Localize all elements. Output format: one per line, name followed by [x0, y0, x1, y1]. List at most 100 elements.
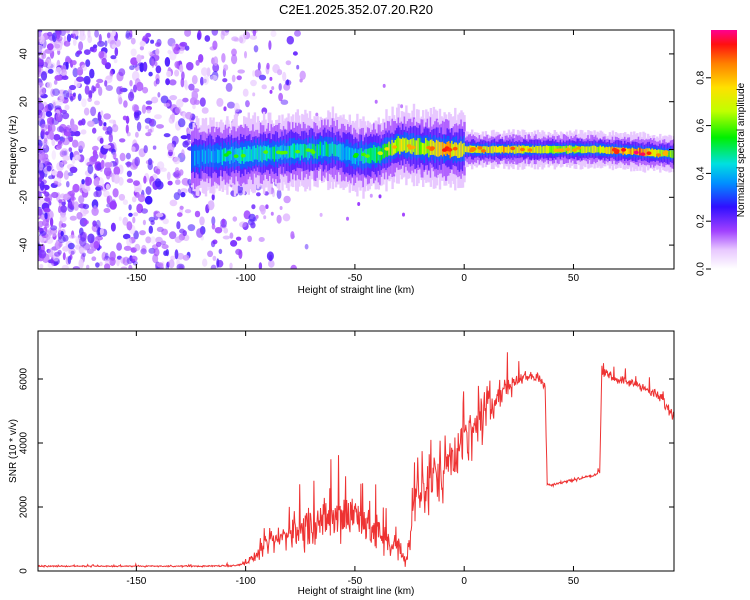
noise-speckle [147, 128, 153, 134]
noise-speckle [96, 78, 104, 84]
noise-speckle [122, 115, 127, 121]
ridge-cell [507, 145, 511, 154]
colorbar-label: Normalized spectral amplitude [736, 82, 747, 217]
noise-speckle [111, 30, 116, 37]
noise-speckle [278, 83, 282, 91]
noise-speckle [137, 194, 146, 203]
noise-speckle [130, 48, 137, 57]
ridge-peak [280, 150, 286, 155]
noise-speckle [179, 41, 188, 47]
x-tick-label: 50 [568, 273, 580, 284]
noise-speckle [49, 217, 54, 227]
ridge-peak [621, 148, 627, 152]
ridge-cell [671, 150, 674, 159]
ridge-cell [270, 147, 273, 161]
noise-speckle [89, 68, 95, 79]
noise-speckle [95, 186, 102, 191]
ridge-cell [376, 147, 379, 163]
noise-speckle [146, 108, 151, 114]
ridge-cell [461, 143, 465, 157]
ridge-peak [361, 152, 367, 157]
ridge-cell [594, 146, 598, 153]
ridge-cell [475, 147, 478, 153]
noise-speckle [258, 237, 265, 242]
noise-speckle [111, 152, 118, 159]
noise-speckle [38, 147, 43, 154]
ridge-cell [347, 146, 350, 160]
ridge-cell [532, 145, 535, 153]
ridge-cell [610, 147, 613, 154]
ridge-cell [653, 149, 656, 157]
noise-speckle [169, 231, 177, 240]
noise-speckle [44, 191, 50, 197]
noise-speckle [148, 216, 155, 223]
noise-speckle [81, 98, 87, 108]
noise-speckle [101, 57, 107, 66]
noise-speckle [260, 205, 266, 215]
noise-speckle [40, 71, 48, 81]
ridge-cell [672, 150, 674, 158]
noise-speckle [229, 262, 233, 269]
ridge-cell [417, 138, 420, 155]
ridge-cell [582, 146, 585, 154]
ridge-cell [307, 144, 310, 161]
noise-speckle [286, 35, 294, 45]
noise-speckle [221, 218, 225, 225]
ridge-cell [302, 143, 306, 159]
noise-speckle [45, 230, 51, 241]
noise-speckle [78, 41, 84, 51]
noise-speckle [142, 61, 148, 72]
noise-speckle [143, 145, 148, 154]
noise-speckle [269, 76, 273, 81]
noise-speckle [103, 122, 107, 127]
ridge-cell [258, 146, 261, 163]
spectrogram-x-axis: -150 -100 -50 0 50 [126, 30, 579, 284]
noise-speckle [67, 255, 72, 265]
noise-speckle [60, 205, 67, 213]
ridge-cell [276, 146, 280, 162]
noise-speckle [139, 46, 144, 51]
ridge-cell [579, 146, 582, 153]
ridge-cell [587, 146, 590, 153]
noise-speckle [188, 83, 195, 91]
noise-speckle [155, 213, 164, 218]
noise-speckle [192, 104, 196, 110]
ridge-cell [547, 146, 550, 154]
ridge-cell [252, 146, 255, 163]
x-tick-label: -100 [236, 273, 256, 284]
ridge-cell [210, 151, 214, 163]
ridge-cell [544, 146, 547, 153]
ridge-cell [299, 143, 302, 161]
noise-speckle [38, 208, 43, 216]
noise-speckle [43, 207, 51, 213]
noise-speckle [40, 128, 46, 136]
noise-speckle [181, 149, 185, 159]
noise-speckle [166, 171, 171, 181]
noise-speckle [174, 249, 179, 260]
noise-speckle [99, 261, 103, 267]
ridge-cell [293, 143, 296, 159]
noise-speckle [249, 34, 258, 40]
ridge-cell [362, 151, 365, 164]
noise-speckle [181, 71, 185, 81]
noise-speckle [252, 92, 256, 97]
ridge-cell [659, 149, 662, 157]
noise-speckle [110, 222, 116, 232]
noise-speckle [206, 67, 211, 77]
noise-speckle [46, 165, 52, 172]
noise-speckle [70, 193, 75, 201]
noise-speckle [82, 203, 90, 210]
noise-speckle [104, 263, 111, 269]
noise-speckle [148, 225, 153, 234]
noise-speckle [258, 74, 267, 81]
noise-speckle [46, 43, 54, 51]
ridge-cell [331, 141, 335, 154]
noise-speckle [268, 259, 275, 268]
noise-speckle [163, 250, 168, 256]
noise-speckle [70, 95, 74, 102]
ridge-cell [487, 147, 491, 153]
ridge-cell [348, 147, 351, 160]
noise-speckle [163, 133, 171, 138]
ridge-cell [458, 142, 462, 158]
ridge-peak [553, 148, 559, 153]
